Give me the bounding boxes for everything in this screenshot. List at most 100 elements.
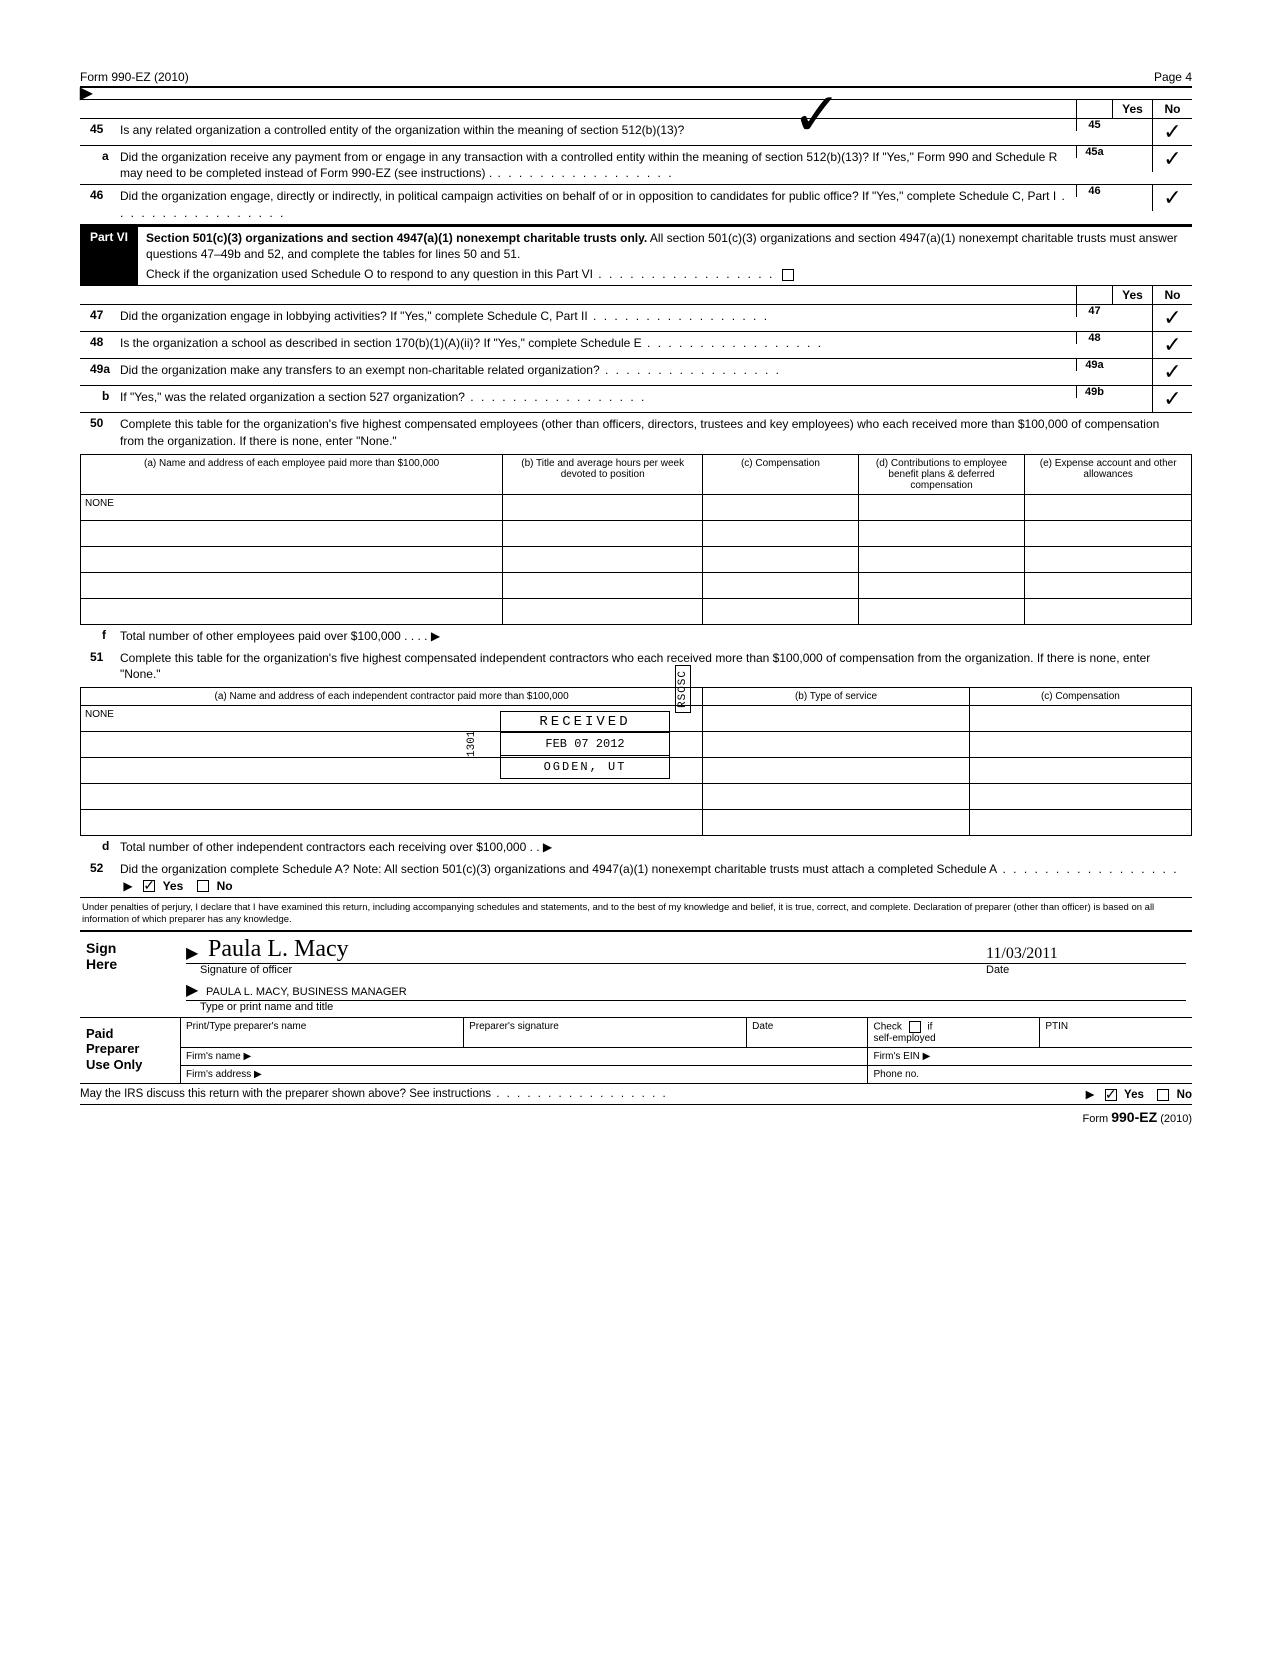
con-col-a: (a) Name and address of each independent… bbox=[81, 688, 703, 706]
firm-phone: Phone no. bbox=[868, 1066, 1192, 1083]
line-num: 51 bbox=[80, 647, 120, 667]
line-45: 45 Is any related organization a control… bbox=[80, 119, 1192, 146]
line-50: 50 Complete this table for the organizat… bbox=[80, 413, 1192, 451]
irs-yes-label: Yes bbox=[1124, 1089, 1144, 1101]
sign-label: Sign Here bbox=[80, 932, 180, 1017]
pl2: Preparer bbox=[86, 1041, 174, 1057]
emp-col-a: (a) Name and address of each employee pa… bbox=[81, 454, 503, 494]
emp-col-c: (c) Compensation bbox=[703, 454, 859, 494]
box-num: 49a bbox=[1076, 359, 1112, 371]
sig-sub: Signature of officer bbox=[200, 964, 986, 976]
line-text: If "Yes," was the related organization a… bbox=[120, 386, 1076, 408]
officer-signature: Paula L. Macy bbox=[200, 936, 986, 963]
part-body: Section 501(c)(3) organizations and sect… bbox=[138, 227, 1192, 286]
col-no: No bbox=[1152, 286, 1192, 304]
no-cell: ✓ bbox=[1152, 185, 1192, 211]
irs-yes-checkbox[interactable] bbox=[1105, 1089, 1117, 1101]
box-num: 46 bbox=[1076, 185, 1112, 197]
prep-ptin-h: PTIN bbox=[1040, 1018, 1192, 1047]
irs-discuss-line: May the IRS discuss this return with the… bbox=[80, 1084, 1192, 1105]
line-num: 48 bbox=[80, 332, 120, 352]
page-number: Page 4 bbox=[1154, 70, 1192, 84]
form-footer: Form 990-EZ (2010) bbox=[80, 1105, 1192, 1125]
line-text: Did the organization make any transfers … bbox=[120, 359, 1076, 381]
firm-name: Firm's name ▶ bbox=[181, 1048, 868, 1065]
box-num: 45 bbox=[1076, 119, 1112, 131]
yesno-header-2: Yes No bbox=[80, 285, 1192, 305]
line-num: a bbox=[80, 146, 120, 166]
emp-col-e: (e) Expense account and other allowances bbox=[1025, 454, 1192, 494]
line-text: Did the organization complete Schedule A… bbox=[120, 858, 1192, 896]
line-51: 51 Complete this table for the organizat… bbox=[80, 647, 1192, 685]
no-cell: ✓ bbox=[1152, 359, 1192, 385]
line-text: Is the organization a school as describe… bbox=[120, 332, 1076, 354]
preparer-label: Paid Preparer Use Only bbox=[80, 1018, 180, 1083]
part-title: Section 501(c)(3) organizations and sect… bbox=[146, 231, 647, 245]
q52-no-checkbox[interactable] bbox=[197, 880, 209, 892]
yesno-header-1: Yes No bbox=[80, 99, 1192, 119]
line-num: b bbox=[80, 386, 120, 406]
part-label: Part VI bbox=[80, 227, 138, 286]
line-text: Total number of other employees paid ove… bbox=[120, 625, 1192, 647]
emp-col-d: (d) Contributions to employee benefit pl… bbox=[858, 454, 1025, 494]
t: Did the organization make any transfers … bbox=[120, 363, 600, 377]
col-num bbox=[1076, 100, 1112, 118]
box-num: 47 bbox=[1076, 305, 1112, 317]
line-num: 47 bbox=[80, 305, 120, 325]
name-title: PAULA L. MACY, BUSINESS MANAGER bbox=[200, 984, 1186, 1000]
stamp-side: RSOSC bbox=[675, 665, 691, 713]
q52-yes-checkbox[interactable] bbox=[143, 880, 155, 892]
form-header: Form 990-EZ (2010) Page 4 bbox=[80, 70, 1192, 88]
no-cell: ✓ bbox=[1152, 119, 1192, 145]
box-num: 45a bbox=[1076, 146, 1112, 158]
paid-preparer-block: Paid Preparer Use Only Print/Type prepar… bbox=[80, 1018, 1192, 1084]
line-text: Did the organization receive any payment… bbox=[120, 146, 1076, 184]
line-num: d bbox=[80, 836, 120, 856]
line-num: 46 bbox=[80, 185, 120, 205]
prep-sig-h: Preparer's signature bbox=[464, 1018, 747, 1047]
line-text: Complete this table for the organization… bbox=[120, 647, 1192, 685]
stamp-side2: 1301 bbox=[465, 729, 479, 759]
self-employed-checkbox[interactable] bbox=[909, 1021, 921, 1033]
stamp-ogden: OGDEN, UT bbox=[501, 756, 669, 778]
t: If "Yes," was the related organization a… bbox=[120, 390, 465, 404]
line-num: 45 bbox=[80, 119, 120, 139]
sign-label-2: Here bbox=[86, 956, 174, 972]
date-sub: Date bbox=[986, 964, 1186, 976]
line-num: 52 bbox=[80, 858, 120, 878]
line-45a: a Did the organization receive any payme… bbox=[80, 146, 1192, 185]
pl1: Paid bbox=[86, 1026, 174, 1042]
line-f: f Total number of other employees paid o… bbox=[80, 625, 1192, 647]
no-cell: ✓ bbox=[1152, 146, 1192, 172]
line-text: Is any related organization a controlled… bbox=[120, 119, 1076, 141]
firm-ein: Firm's EIN ▶ bbox=[868, 1048, 1192, 1065]
t: Did the organization complete Schedule A… bbox=[120, 862, 997, 876]
t: Is the organization a school as describe… bbox=[120, 336, 642, 350]
prep-name-h: Print/Type preparer's name bbox=[181, 1018, 464, 1047]
employee-table: (a) Name and address of each employee pa… bbox=[80, 454, 1192, 625]
no-cell: ✓ bbox=[1152, 332, 1192, 358]
line-47: 47 Did the organization engage in lobbyi… bbox=[80, 305, 1192, 332]
pl3: Use Only bbox=[86, 1057, 174, 1073]
schedule-o-checkbox[interactable] bbox=[782, 269, 794, 281]
irs-no-checkbox[interactable] bbox=[1157, 1089, 1169, 1101]
q52-no-label: No bbox=[217, 879, 233, 893]
part-check-line: Check if the organization used Schedule … bbox=[146, 267, 593, 281]
t: Did the organization engage in lobbying … bbox=[120, 309, 588, 323]
name-sub: Type or print name and title bbox=[200, 1001, 333, 1013]
line-text: Complete this table for the organization… bbox=[120, 413, 1192, 451]
line-49a: 49a Did the organization make any transf… bbox=[80, 359, 1192, 386]
received-stamp: RECEIVED FEB 07 2012 OGDEN, UT bbox=[500, 711, 670, 779]
prep-date-h: Date bbox=[747, 1018, 868, 1047]
col-yes: Yes bbox=[1112, 100, 1152, 118]
no-cell: ✓ bbox=[1152, 386, 1192, 412]
form-id: Form 990-EZ (2010) bbox=[80, 70, 189, 84]
prep-check-h: Check ifself-employed bbox=[868, 1018, 1040, 1047]
part-vi-header: Part VI Section 501(c)(3) organizations … bbox=[80, 225, 1192, 286]
stray-checkmark: ✓ bbox=[792, 80, 842, 150]
col-no: No bbox=[1152, 100, 1192, 118]
col-yes: Yes bbox=[1112, 286, 1152, 304]
stamp-received: RECEIVED bbox=[501, 712, 669, 733]
line-49b: b If "Yes," was the related organization… bbox=[80, 386, 1192, 413]
line-num: 50 bbox=[80, 413, 120, 433]
